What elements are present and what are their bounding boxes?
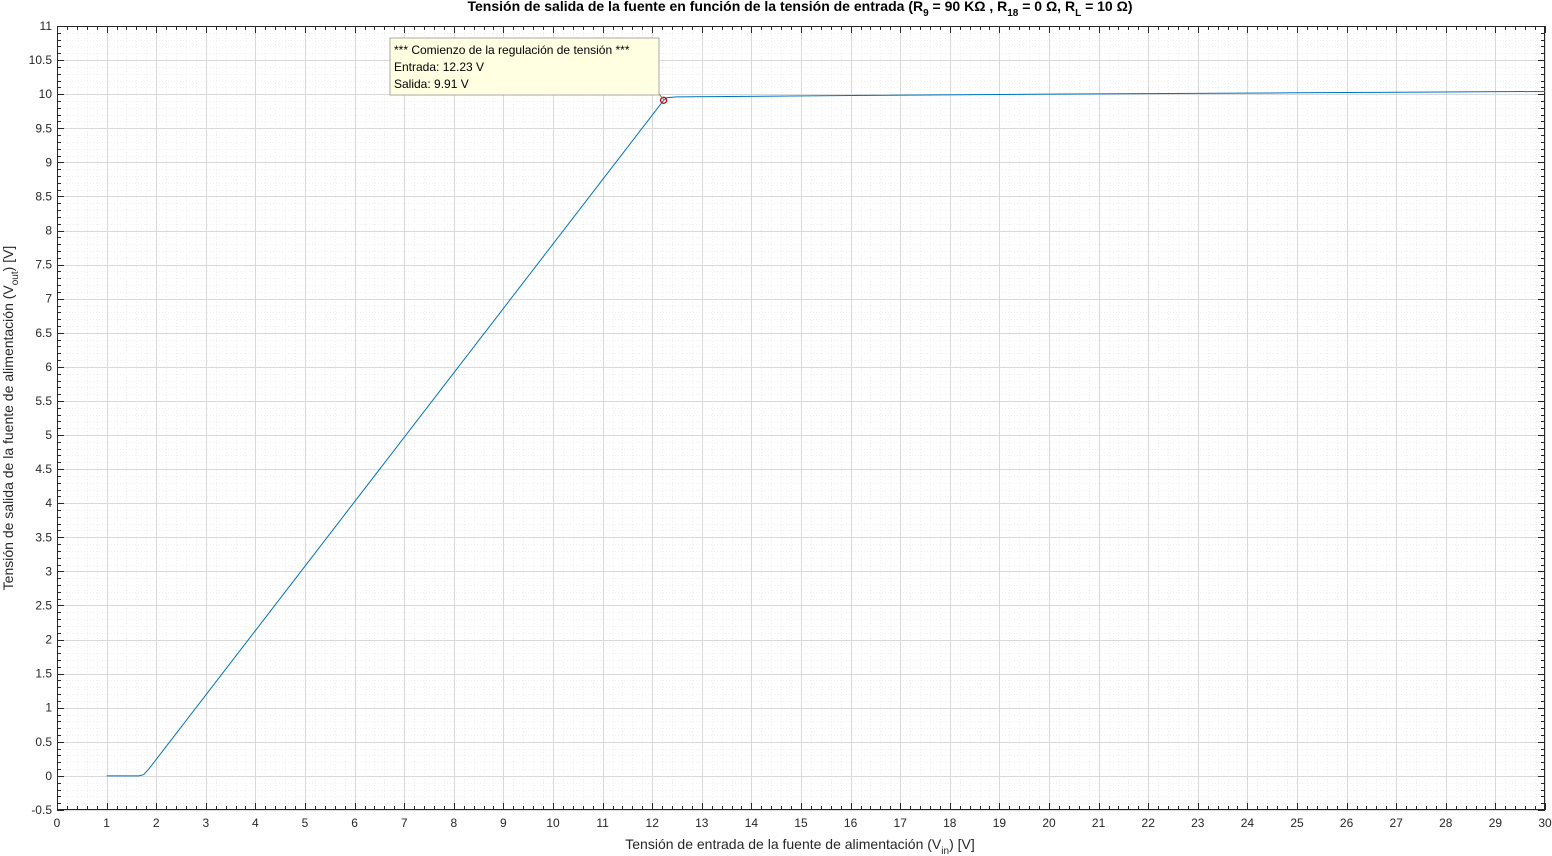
y-tick-label: 6.5 [35,326,52,340]
x-tick-label: 26 [1340,816,1354,830]
x-tick-label: 6 [351,816,358,830]
x-axis-label: Tensión de entrada de la fuente de alime… [625,836,974,856]
x-tick-label: 24 [1241,816,1255,830]
chart-title: Tensión de salida de la fuente en funció… [468,0,1133,19]
x-tick-label: 5 [302,816,309,830]
x-tick-label: 19 [993,816,1007,830]
datatip-line-2: Entrada: 12.23 V [394,60,484,74]
x-tick-label: 10 [546,816,560,830]
y-tick-label: 9.5 [35,121,52,135]
y-tick-label: 10.5 [29,53,53,67]
x-tick-label: 1 [103,816,110,830]
y-tick-label: 6 [45,360,52,374]
y-tick-label: 8.5 [35,189,52,203]
x-tick-label: 8 [450,816,457,830]
x-tick-label: 20 [1042,816,1056,830]
x-tick-label: 14 [745,816,759,830]
y-tick-label: -0.5 [31,803,52,817]
x-tick-label: 18 [943,816,957,830]
x-tick-label: 4 [252,816,259,830]
datatip-line-3: Salida: 9.91 V [394,77,469,91]
x-tick-label: 16 [844,816,858,830]
y-tick-label: 9 [45,155,52,169]
major-grid [57,26,1546,811]
y-tick-labels: -0.5 0 0.5 1 1.5 2 2.5 3 3.5 4 4.5 5 5.5 6 6.5 7 7.5 8 8.5… [29,19,53,817]
x-tick-label: 13 [695,816,709,830]
x-tick-label: 25 [1290,816,1304,830]
datatip-line-1: *** Comienzo de la regulación de tensión… [394,43,630,57]
x-tick-label: 29 [1489,816,1503,830]
y-tick-label: 1.5 [35,667,52,681]
axis-ticks [57,26,1546,811]
x-tick-label: 11 [596,816,609,830]
x-tick-label: 27 [1390,816,1404,830]
y-tick-label: 0 [45,769,52,783]
series-layer [106,90,1546,777]
x-tick-label: 0 [54,816,61,830]
x-tick-label: 23 [1191,816,1205,830]
y-tick-label: 1 [45,701,52,715]
y-tick-label: 5 [45,428,52,442]
x-tick-label: 21 [1092,816,1106,830]
x-tick-label: 22 [1142,816,1156,830]
y-tick-label: 7.5 [35,258,52,272]
y-axis-label: Tensión de salida de la fuente de alimen… [0,246,21,591]
marker-layer [659,96,668,104]
x-tick-label: 30 [1538,816,1552,830]
datatip: *** Comienzo de la regulación de tensión… [389,37,665,101]
y-tick-label: 5.5 [35,394,52,408]
x-tick-labels: 0 1 2 3 4 5 6 7 8 9 10 11 12 13 14 15 16 17 18 19 20 21 22 23 24… [54,816,1552,830]
x-tick-label: 3 [202,816,209,830]
y-tick-label: 4 [45,496,52,510]
x-tick-label: 28 [1439,816,1453,830]
x-tick-label: 17 [894,816,908,830]
series-line [106,90,1546,777]
y-tick-label: 2.5 [35,598,52,612]
y-tick-label: 11 [40,19,53,33]
y-tick-label: 4.5 [35,462,52,476]
x-tick-label: 15 [794,816,808,830]
regulation-start-marker [659,96,668,104]
x-tick-label: 9 [500,816,507,830]
y-tick-label: 3 [45,564,52,578]
datatip-pointer [658,93,665,101]
y-tick-label: 2 [45,633,52,647]
x-tick-label: 12 [646,816,660,830]
y-tick-label: 10 [39,87,53,101]
y-tick-label: 3.5 [35,530,52,544]
x-tick-label: 2 [153,816,160,830]
x-tick-label: 7 [401,816,408,830]
datatip-box [389,37,660,96]
y-tick-label: 8 [45,224,52,238]
y-tick-label: 7 [45,292,52,306]
y-tick-label: 0.5 [35,735,52,749]
